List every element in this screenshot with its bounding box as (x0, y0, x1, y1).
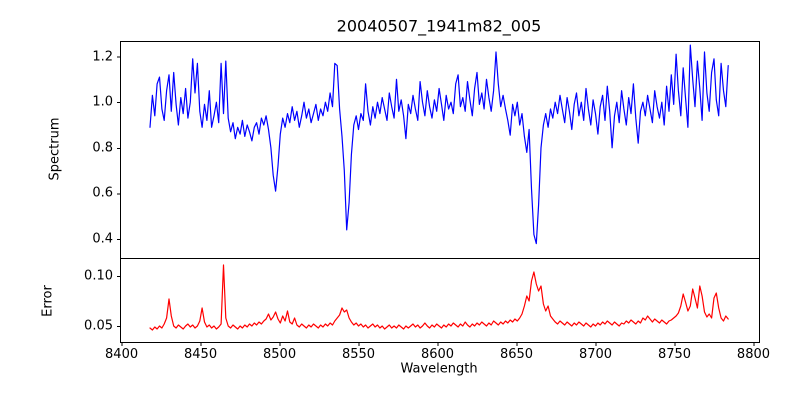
x-tick-label: 8700 (578, 347, 613, 362)
y-tick-label-error: 0.10 (84, 268, 113, 284)
y-tick-label-spectrum: 1.0 (92, 94, 113, 110)
x-tick-label: 8550 (341, 347, 376, 362)
x-tick-label: 8400 (105, 347, 139, 362)
x-tick-label: 8500 (263, 347, 297, 362)
x-tick-label: 8600 (420, 347, 455, 362)
y-tick-label-spectrum: 1.2 (92, 49, 113, 65)
y-tick-label-error: 0.05 (84, 318, 113, 334)
y-tick-label-spectrum: 0.8 (92, 140, 113, 156)
x-tick-label: 8450 (184, 347, 218, 362)
plot-frame-error (120, 258, 760, 343)
plot-frame-spectrum (120, 41, 760, 259)
y-tick-label-spectrum: 0.6 (92, 185, 113, 201)
x-axis-label: Wavelength (400, 361, 478, 377)
spectrum-line (149, 44, 729, 245)
x-tick-label: 8800 (736, 347, 771, 362)
y-axis-label-spectrum: Spectrum (47, 117, 63, 181)
chart-title: 20040507_1941m82_005 (336, 16, 542, 36)
x-tick-label: 8650 (499, 347, 534, 362)
error-line (149, 264, 729, 331)
y-tick-label-spectrum: 0.4 (92, 231, 113, 247)
y-axis-label-error: Error (40, 285, 56, 317)
x-tick-label: 8750 (657, 347, 692, 362)
